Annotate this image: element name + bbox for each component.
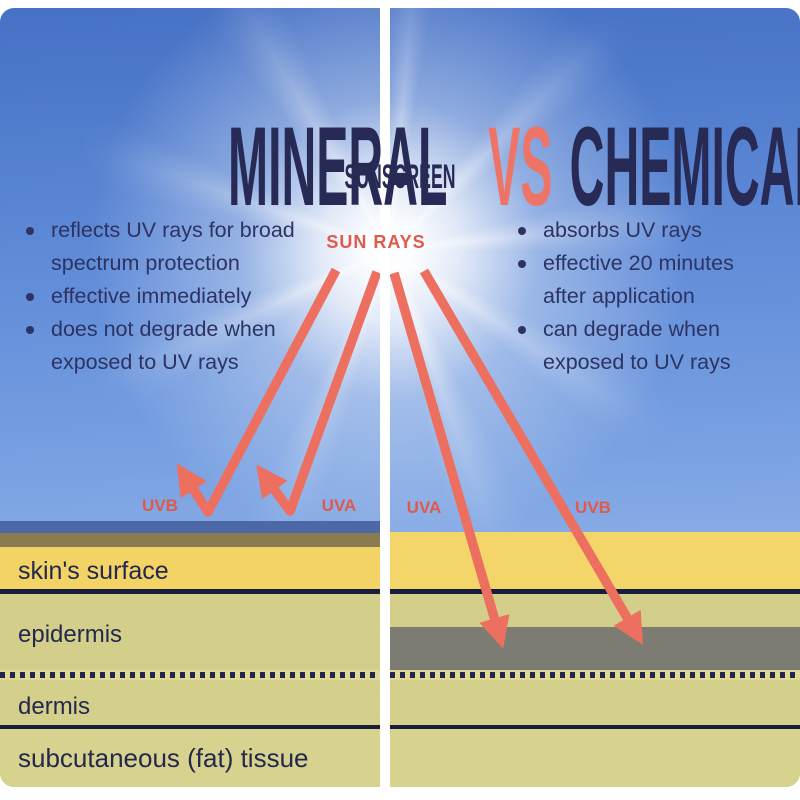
subcutaneous-band: [0, 729, 800, 787]
skin-surface-band-left: [0, 547, 380, 590]
chemical-absorbed-band: [386, 627, 800, 670]
sun-beams: [40, 8, 740, 600]
title-mineral: MINERAL: [228, 104, 448, 230]
skin-surface-label: skin's surface: [18, 557, 169, 585]
uvb-penetrating-arrow: [419, 268, 644, 645]
sun-rays-label: SUN RAYS: [326, 232, 426, 252]
layer-divider-line-top: [0, 589, 800, 594]
mineral-layer-shadow: [0, 533, 380, 547]
uvb-label-left: UVB: [142, 496, 178, 515]
uva-penetrating-arrow: [389, 271, 510, 649]
center-divider: [380, 8, 390, 787]
chemical-properties-list: absorbs UV rays effective 20 minutes aft…: [516, 214, 796, 379]
mineral-benefits-list: reflects UV rays for broad spectrum prot…: [24, 214, 364, 379]
uv-rays-diagram: [176, 267, 644, 649]
uva-label-left: UVA: [321, 496, 357, 515]
uva-label-right: UVA: [406, 498, 442, 517]
title-chemical: CHEMICAL: [569, 104, 800, 230]
list-item: reflects UV rays for broad spectrum prot…: [24, 214, 364, 280]
layer-divider-line-bottom: [0, 725, 800, 729]
infographic-card: MINERAL VS CHEMICAL SUNSCREEN SUN RAYS ref…: [0, 8, 800, 787]
list-item: does not degrade when exposed to UV rays: [24, 313, 364, 379]
uva-reflected-arrow: [256, 270, 382, 516]
uvb-label-right: UVB: [575, 498, 611, 517]
list-item: effective 20 minutes after application: [516, 247, 796, 313]
mineral-sunscreen-layer: [0, 521, 380, 533]
epidermis-label: epidermis: [18, 621, 123, 648]
list-item: effective immediately: [24, 280, 364, 313]
page-title: MINERAL VS CHEMICAL: [228, 111, 800, 223]
title-vs: VS: [488, 104, 553, 230]
uvb-reflected-arrow: [176, 267, 341, 517]
list-item: can degrade when exposed to UV rays: [516, 313, 796, 379]
subtitle-sunscreen: SUNSCREEN: [344, 158, 456, 196]
dermis-band: [0, 680, 800, 725]
epidermis-dermis-dotted-line: [0, 670, 800, 680]
dermis-label: dermis: [18, 693, 91, 720]
subcutaneous-label: subcutaneous (fat) tissue: [18, 743, 309, 773]
list-item: absorbs UV rays: [516, 214, 796, 247]
